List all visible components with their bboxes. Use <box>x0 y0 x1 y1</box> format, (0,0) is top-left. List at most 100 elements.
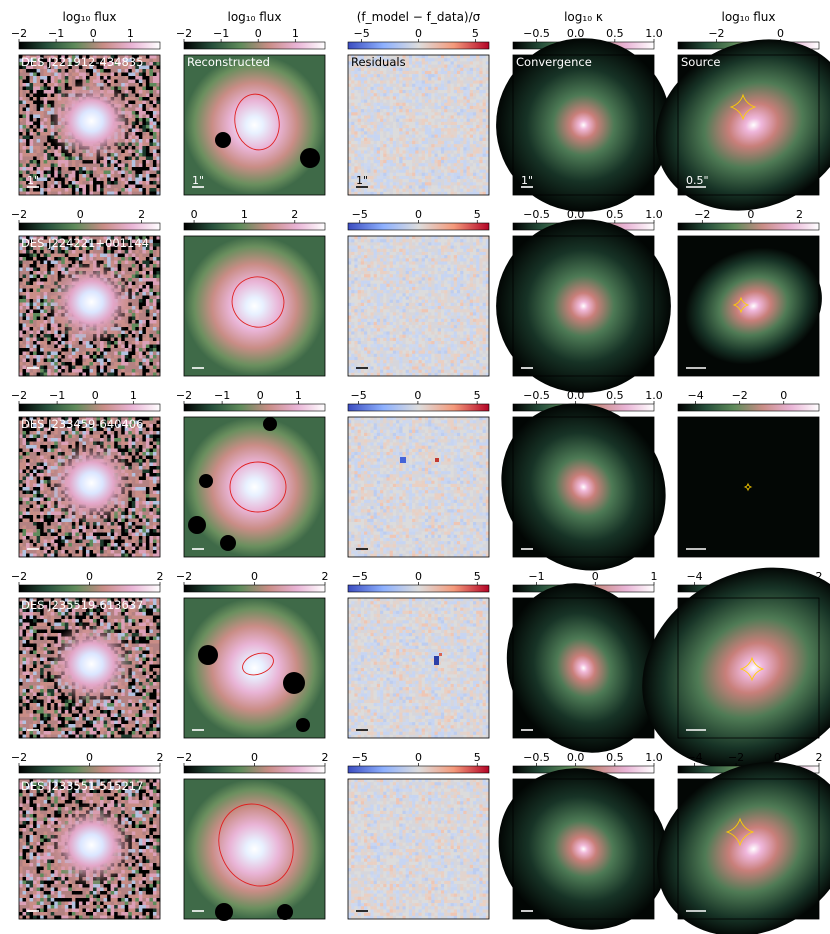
reconstructed-panel <box>183 54 326 196</box>
pixel-noise <box>348 236 490 377</box>
critical-curve <box>231 276 285 328</box>
colorbar-tick-label: 0.5 <box>606 389 624 402</box>
convergence-panel <box>512 778 655 920</box>
colorbar-tick-label: 0 <box>415 570 422 583</box>
source-light <box>642 567 830 769</box>
masked-region <box>188 516 206 534</box>
colorbar-tick-label: 2 <box>322 751 329 764</box>
pixel-noise <box>348 55 490 196</box>
colorbar-tick-label: −0.5 <box>523 389 550 402</box>
colorbar-source <box>677 222 820 231</box>
colorbar-tick-label: −2 <box>176 27 192 40</box>
caustic <box>729 93 757 121</box>
column-header: (f_model − f_data)/σ <box>357 10 481 24</box>
caustic <box>743 482 753 492</box>
colorbar-tick-label: 2 <box>816 751 823 764</box>
column-header: log₁₀ flux <box>228 10 282 24</box>
convergence-panel <box>512 235 655 377</box>
data-panel <box>18 778 161 920</box>
residuals-panel <box>347 235 490 377</box>
scale-bar-label: 0.5" <box>686 174 709 187</box>
colorbar-tick-label: −5 <box>352 751 368 764</box>
colorbar-tick-label: 0 <box>191 208 198 221</box>
colorbar-tick-label: 0 <box>86 570 93 583</box>
colorbar-tick-label: −2 <box>11 570 27 583</box>
colorbar-data <box>18 222 161 231</box>
caustic <box>732 296 750 314</box>
convergence-panel <box>512 416 655 558</box>
colorbar-tick-label: 0 <box>747 208 754 221</box>
source-panel <box>677 778 820 920</box>
lens-galaxy-light <box>47 79 136 163</box>
masked-region <box>296 718 310 732</box>
colorbar-model <box>183 403 326 412</box>
colorbar-tick-label: 0 <box>86 751 93 764</box>
colorbar-tick-label: −2 <box>728 751 744 764</box>
source-light <box>657 761 830 934</box>
colorbar-tick-label: 0.5 <box>606 27 624 40</box>
colorbar-residual <box>347 765 490 774</box>
colorbar-tick-label: 0.5 <box>606 208 624 221</box>
colorbar-tick-label: −2 <box>694 208 710 221</box>
colorbar-tick-label: 1.0 <box>645 389 663 402</box>
colorbar-tick-label: −0.5 <box>523 751 550 764</box>
colorbar-data <box>18 765 161 774</box>
model-image <box>184 598 325 738</box>
scale-bar-label: 1" <box>192 174 204 187</box>
colorbar-tick-label: 5 <box>474 389 481 402</box>
colorbar-tick-label: −2 <box>11 208 27 221</box>
colorbar-residual <box>347 403 490 412</box>
colorbar-tick-label: −2 <box>176 570 192 583</box>
colorbar-tick-label: 0 <box>90 27 97 40</box>
colorbar-tick-label: 2 <box>322 570 329 583</box>
colorbar-tick-label: 0 <box>780 389 787 402</box>
masked-region <box>215 132 231 148</box>
colorbar-residual <box>347 222 490 231</box>
colorbar-tick-label: 0 <box>251 570 258 583</box>
reconstructed-panel <box>183 416 326 558</box>
critical-curve <box>218 803 294 887</box>
convergence-map <box>496 219 671 393</box>
convergence-map <box>506 583 661 753</box>
colorbar-tick-label: 1.0 <box>645 751 663 764</box>
colorbar-tick-label: 0.5 <box>606 751 624 764</box>
masked-region <box>277 904 293 920</box>
colorbar-tick-label: 1.0 <box>645 27 663 40</box>
colorbar-tick-label: 0 <box>415 208 422 221</box>
colorbar-tick-label: −0.5 <box>523 27 550 40</box>
colorbar-tick-label: 0 <box>777 27 784 40</box>
residuals-panel <box>347 54 490 196</box>
column-header: log₁₀ flux <box>63 10 117 24</box>
data-panel <box>18 54 161 196</box>
colorbar-tick-label: −0.5 <box>523 208 550 221</box>
reconstructed-panel <box>183 778 326 920</box>
convergence-map <box>498 768 669 930</box>
colorbar-tick-label: −5 <box>352 208 368 221</box>
caustic <box>739 656 765 682</box>
masked-region <box>300 148 320 168</box>
convergence-map <box>496 38 671 212</box>
colorbar-tick-label: 0 <box>257 389 264 402</box>
caustic <box>725 817 755 847</box>
colorbar-tick-label: −5 <box>354 27 370 40</box>
colorbar-tick-label: 2 <box>796 208 803 221</box>
panel-label: Source <box>681 55 721 69</box>
column-header: log₁₀ κ <box>564 10 603 24</box>
column-header: log₁₀ flux <box>722 10 776 24</box>
colorbar-tick-label: −2 <box>176 751 192 764</box>
scale-bar-label: 1" <box>521 174 533 187</box>
colorbar-tick-label: −1 <box>528 570 544 583</box>
residuals-panel <box>347 778 490 920</box>
lens-name: DES J233459-640406 <box>21 417 143 431</box>
source-light <box>655 39 830 211</box>
masked-region <box>199 474 213 488</box>
colorbar-tick-label: 1 <box>295 389 302 402</box>
colorbar-tick-label: 0 <box>415 27 422 40</box>
colorbar-tick-label: 0 <box>77 208 84 221</box>
colorbar-tick-label: 0.0 <box>567 27 585 40</box>
scale-bar-label: 1" <box>27 174 39 187</box>
lens-name: DES J235519-613637 <box>21 598 143 612</box>
reconstructed-panel <box>183 597 326 739</box>
colorbar-tick-label: 1 <box>241 208 248 221</box>
colorbar-tick-label: 0.0 <box>567 389 585 402</box>
